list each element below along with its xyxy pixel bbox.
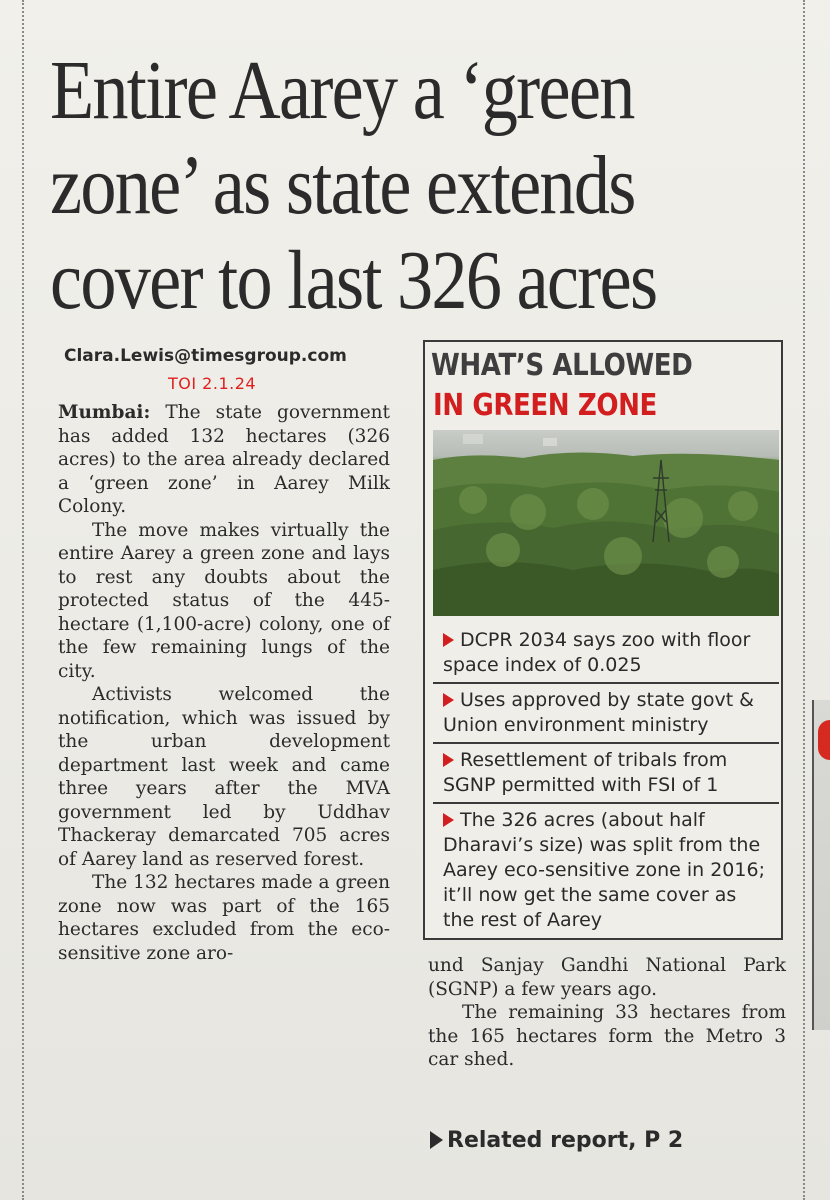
- forest-illustration: [433, 434, 779, 616]
- byline-email: Clara.Lewis@timesgroup.com: [64, 346, 347, 366]
- sidebar-bullet-text: Uses approved by state govt & Union envi…: [443, 689, 754, 736]
- arrow-right-icon: [430, 1131, 443, 1149]
- sidebar-bullet-text: DCPR 2034 says zoo with floor space inde…: [443, 629, 751, 676]
- sidebar-bullet: Resettlement of tribals from SGNP permit…: [433, 744, 779, 804]
- article-p1-text: The state government has added 132 hecta…: [58, 402, 390, 517]
- sidebar-bullet-text: Resettlement of tribals from SGNP permit…: [443, 749, 728, 796]
- article-column-right: und Sanjay Gandhi National Park (SGNP) a…: [428, 954, 786, 1072]
- sidebar-bullet: DCPR 2034 says zoo with floor space inde…: [433, 624, 779, 684]
- article-paragraph-5: und Sanjay Gandhi National Park (SGNP) a…: [428, 955, 786, 1000]
- red-arrow-icon: [443, 693, 454, 707]
- red-arrow-icon: [443, 813, 454, 827]
- article-paragraph-2: The move makes virtually the entire Aare…: [58, 519, 390, 682]
- sidebar-title-line-2: IN GREEN ZONE: [433, 388, 657, 423]
- related-report-label: Related report, P 2: [447, 1128, 684, 1153]
- article-paragraph-6: The remaining 33 hectares from the 165 h…: [428, 1002, 786, 1070]
- handwritten-date-stamp: TOI 2.1.24: [168, 374, 257, 393]
- cut-line-left: [22, 0, 24, 1200]
- article-paragraph-3: Activists welcomed the notification, whi…: [58, 684, 390, 870]
- adjacent-article-edge: [812, 700, 830, 1030]
- sidebar-bullet-list: DCPR 2034 says zoo with floor space inde…: [433, 624, 779, 937]
- sidebar-bullet-text: The 326 acres (about half Dharavi’s size…: [443, 809, 765, 931]
- dateline: Mumbai:: [58, 402, 151, 423]
- red-arrow-icon: [443, 753, 454, 767]
- headline: Entire Aarey a ‘green zone’ as state ext…: [50, 44, 686, 329]
- article-column-left: Mumbai: The state government has added 1…: [58, 401, 390, 965]
- sidebar-bullet: Uses approved by state govt & Union envi…: [433, 684, 779, 744]
- adjacent-red-graphic: [818, 720, 830, 760]
- article-paragraph-4: The 132 hectares made a green zone now w…: [58, 872, 390, 964]
- headline-line-3: cover to last 326 acres: [50, 233, 658, 327]
- article-paragraph-1: Mumbai: The state government has added 1…: [58, 401, 390, 519]
- headline-line-1: Entire Aarey a ‘green: [50, 44, 635, 137]
- related-report-link[interactable]: Related report, P 2: [430, 1128, 683, 1153]
- cut-line-right: [803, 0, 805, 1200]
- aarey-forest-photo: [433, 430, 779, 616]
- headline-line-2: zone’ as state extends: [50, 138, 636, 232]
- red-arrow-icon: [443, 633, 454, 647]
- sidebar-box: WHAT’S ALLOWED IN GREEN ZONE: [423, 340, 783, 940]
- sidebar-title-line-1: WHAT’S ALLOWED: [431, 348, 693, 383]
- sidebar-bullet: The 326 acres (about half Dharavi’s size…: [433, 804, 779, 937]
